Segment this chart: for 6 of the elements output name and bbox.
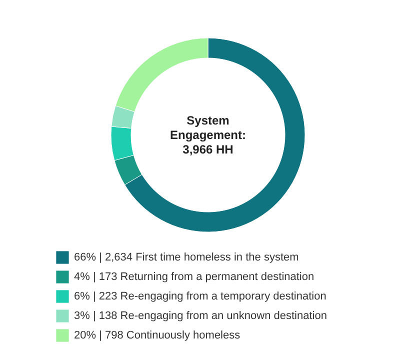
legend-label: 3% | 138 Re-engaging from an unknown destination <box>74 310 327 322</box>
legend-label: 6% | 223 Re-engaging from a temporary destination <box>74 290 326 302</box>
legend-label: 20% | 798 Continuously homeless <box>74 330 241 342</box>
text: System Engagement: 3,966 HH <box>170 114 246 156</box>
legend-label: 4% | 173 Returning from a permanent destination <box>74 271 314 283</box>
legend-label: 66% | 2,634 First time homeless in the system <box>74 252 299 264</box>
